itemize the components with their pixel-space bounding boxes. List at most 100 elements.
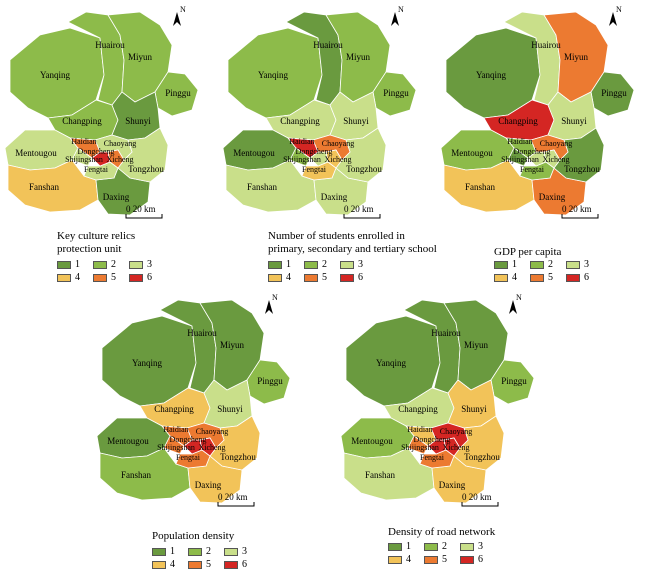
legend-swatch (388, 555, 402, 564)
label-changping: Changping (62, 116, 102, 126)
legend-item: 4 (388, 554, 424, 565)
title-students: Number of students enrolled in primary, s… (268, 230, 437, 255)
label-chaoyang: Chaoyang (322, 139, 354, 148)
map-gdp: Huairou Miyun Yanqing Pinggu Changping Shunyi… (436, 0, 650, 230)
label-pinggu: Pinggu (383, 88, 409, 98)
label-fengtai: Fengtai (520, 165, 545, 174)
legend-swatch (268, 273, 282, 282)
legend-label: 5 (322, 272, 327, 283)
label-pinggu: Pinggu (501, 376, 527, 386)
legend-item: 3 (129, 259, 165, 270)
map-students: Huairou Miyun Yanqing Pinggu Changping Shunyi… (218, 0, 433, 230)
district-pinggu (154, 71, 199, 117)
label-dongcheng: Dongcheng (170, 435, 207, 444)
legend-label: 4 (512, 272, 517, 283)
scale-label: 0 20 km (126, 204, 156, 214)
scale-label: 0 20 km (344, 204, 374, 214)
legend-row: 1 2 3 (57, 258, 165, 271)
legend-item: 4 (152, 559, 188, 570)
north-arrow-icon: N (509, 293, 522, 314)
north-label: N (180, 5, 186, 14)
legend-item: 6 (340, 272, 376, 283)
legend-item: 4 (494, 272, 530, 283)
legend-label: 3 (358, 259, 363, 270)
north-label: N (516, 293, 522, 302)
legend-swatch (340, 273, 354, 282)
legend-swatch (530, 273, 544, 282)
label-chaoyang: Chaoyang (196, 427, 228, 436)
legend-swatch (424, 555, 438, 564)
legend-label: 1 (406, 541, 411, 552)
label-mentougou: Mentougou (351, 436, 393, 446)
title-gdp: GDP per capita (494, 246, 562, 258)
legend-item: 1 (152, 546, 188, 557)
legend-row: 1 2 3 (388, 540, 496, 553)
legend-label: 5 (442, 554, 447, 565)
label-xicheng: Xicheng (106, 155, 133, 164)
legend-swatch (304, 273, 318, 282)
legend-gdp: 1 2 3 4 5 6 (494, 258, 602, 284)
legend-students: 1 2 3 4 5 6 (268, 258, 376, 284)
legend-label: 5 (548, 272, 553, 283)
legend-item: 2 (188, 546, 224, 557)
label-daxing: Daxing (539, 192, 566, 202)
label-dongcheng: Dongcheng (296, 147, 333, 156)
legend-swatch (566, 273, 580, 282)
north-label: N (616, 5, 622, 14)
legend-swatch (494, 273, 508, 282)
map-culture: Huairou Miyun Yanqing Pinggu Changping Shunyi… (0, 0, 215, 230)
legend-swatch (57, 260, 71, 269)
label-pinggu: Pinggu (257, 376, 283, 386)
legend-item: 2 (93, 259, 129, 270)
label-tongzhou: Tongzhou (464, 452, 500, 462)
legend-item: 3 (566, 259, 602, 270)
legend-swatch (152, 560, 166, 569)
label-changping: Changping (498, 116, 538, 126)
label-mentougou: Mentougou (233, 148, 275, 158)
legend-label: 6 (147, 272, 152, 283)
legend-label: 1 (75, 259, 80, 270)
legend-item: 5 (188, 559, 224, 570)
label-pinggu: Pinggu (601, 88, 627, 98)
legend-item: 5 (530, 272, 566, 283)
label-mentougou: Mentougou (107, 436, 149, 446)
label-chaoyang: Chaoyang (540, 139, 572, 148)
legend-swatch (424, 542, 438, 551)
title-population: Population density (152, 530, 235, 542)
legend-item: 3 (224, 546, 260, 557)
legend-population: 1 2 3 4 5 6 (152, 545, 260, 571)
legend-row: 1 2 3 (268, 258, 376, 271)
legend-label: 2 (206, 546, 211, 557)
legend-row: 1 2 3 (494, 258, 602, 271)
label-xicheng: Xicheng (442, 443, 469, 452)
legend-label: 2 (322, 259, 327, 270)
legend-road: 1 2 3 4 5 6 (388, 540, 496, 566)
label-fengtai: Fengtai (176, 453, 201, 462)
label-haidian: Haidian (163, 425, 188, 434)
legend-label: 6 (478, 554, 483, 565)
legend-item: 6 (224, 559, 260, 570)
legend-swatch (224, 560, 238, 569)
legend-label: 6 (358, 272, 363, 283)
legend-swatch (93, 273, 107, 282)
legend-swatch (304, 260, 318, 269)
map-population: Huairou Miyun Yanqing Pinggu Changping Shunyi… (92, 288, 307, 518)
label-daxing: Daxing (195, 480, 222, 490)
scale-label: 0 20 km (218, 492, 248, 502)
scale-bar: 0 20 km (217, 492, 255, 507)
label-tongzhou: Tongzhou (564, 164, 600, 174)
north-arrow-icon: N (609, 5, 622, 26)
north-arrow-icon: N (173, 5, 186, 26)
legend-item: 1 (388, 541, 424, 552)
label-huairou: Huairou (313, 40, 343, 50)
legend-item: 6 (129, 272, 165, 283)
legend-swatch (129, 273, 143, 282)
legend-row: 1 2 3 (152, 545, 260, 558)
legend-item: 1 (268, 259, 304, 270)
label-miyun: Miyun (128, 52, 153, 62)
legend-swatch (152, 547, 166, 556)
label-shunyi: Shunyi (217, 404, 243, 414)
legend-swatch (566, 260, 580, 269)
